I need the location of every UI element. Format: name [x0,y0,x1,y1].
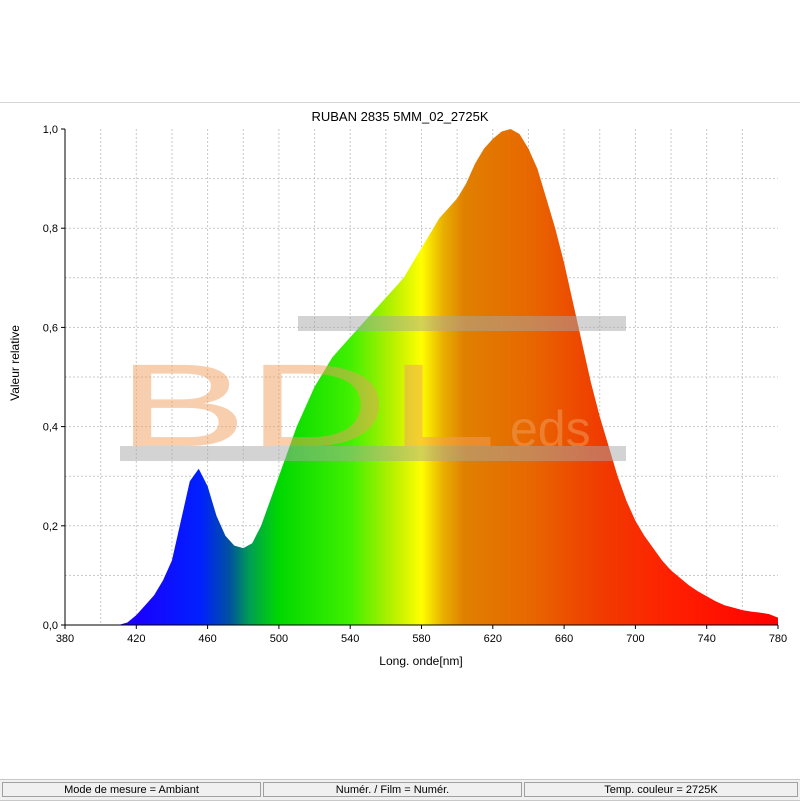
watermark-bar-top [298,316,626,331]
series-layer [118,129,779,625]
y-tick-label: 0,0 [43,620,58,632]
x-tick-label: 420 [127,633,145,645]
status-bar: Mode de mesure = Ambiant Numér. / Film =… [0,779,800,801]
y-tick-label: 0,8 [43,223,58,235]
x-tick-label: 620 [484,633,502,645]
x-tick-label: 580 [412,633,430,645]
axes: 380 420 460 500 540 580 620 660 700 740 780 0,0 0,2 0… [43,124,787,645]
x-tick-label: 740 [698,633,716,645]
x-tick-label: 460 [198,633,216,645]
x-tick-label: 380 [56,633,74,645]
y-tick-label: 0,6 [43,322,58,334]
x-tick-label: 500 [270,633,288,645]
y-tick-label: 0,4 [43,422,58,434]
watermark-bar-bottom [120,446,626,461]
y-tick-label: 1,0 [43,124,58,136]
chart-title: RUBAN 2835 5MM_02_2725K [311,109,488,124]
y-axis-label: Valeur relative [8,325,22,401]
watermark-logo: BDL eds [117,316,626,472]
status-measure-mode: Mode de mesure = Ambiant [2,782,261,797]
x-tick-label: 660 [555,633,573,645]
x-tick-label: 700 [626,633,644,645]
spectrum-chart: RUBAN 2835 5MM_02_2725K BDL eds 380 420 46… [8,109,787,668]
status-color-temp: Temp. couleur = 2725K [524,782,798,797]
x-tick-label: 780 [769,633,787,645]
spectrum-area [118,129,779,625]
x-tick-label: 540 [341,633,359,645]
y-tick-label: 0,2 [43,521,58,533]
status-film-mode: Numér. / Film = Numér. [263,782,522,797]
x-axis-label: Long. onde[nm] [379,654,462,668]
chart-window: RUBAN 2835 5MM_02_2725K BDL eds 380 420 46… [0,102,800,801]
